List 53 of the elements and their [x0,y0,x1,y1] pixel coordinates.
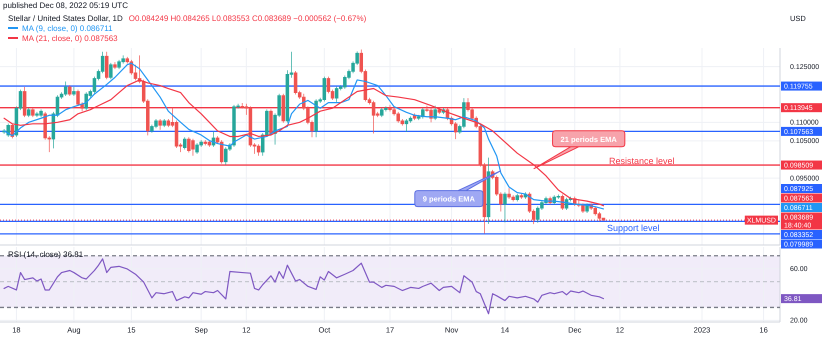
candlestick [26,107,30,118]
text: published Dec 08, 2022 05:19 UTC [3,1,128,10]
legend-label: MA (21, close, 0) 0.087563 [22,34,118,43]
legend-label: MA (9, close, 0) 0.086711 [22,24,114,33]
candlestick [158,118,162,130]
candlestick [294,70,298,95]
candlestick [162,118,166,128]
candlestick [39,108,43,118]
candlestick [507,188,511,200]
candlestick [224,146,228,166]
candlestick [191,138,195,156]
candlestick [104,51,108,80]
candlestick [486,157,490,224]
candlestick [581,203,585,214]
candlestick [232,104,236,148]
candlestick [396,112,400,124]
candlestick [109,62,113,80]
candlestick [380,107,384,118]
candlestick [256,144,260,156]
candlestick [220,140,224,164]
annotation: Support level [607,223,660,233]
candlestick [76,89,80,106]
candlestick [113,62,117,70]
candlestick [282,93,286,124]
candlestick [334,86,338,102]
candlestick [72,86,76,96]
candlestick [516,193,520,202]
candlestick [117,60,121,70]
candlestick [322,76,326,102]
candlestick [388,104,392,112]
chart-title: Stellar / United States Dollar, 1D [8,14,123,23]
candlestick [269,108,273,136]
chart-title: RSI (14, close) 36.81 [8,250,84,259]
candlestick [372,100,376,134]
candlestick [22,86,26,118]
candlestick [208,140,212,148]
candlestick [154,118,158,129]
candlestick [64,81,68,96]
candlestick [204,140,208,146]
text: O0.084249 H0.084265 L0.083553 C0.083689 −0.000562 (−0.67%) [128,14,367,23]
candlestick [187,136,191,153]
candlestick [598,212,602,222]
line-series [4,258,604,314]
annotation: Resistance level [609,156,675,166]
candlestick [520,193,524,200]
candlestick [31,107,35,118]
candlestick [182,136,186,150]
candlestick [35,112,39,118]
candlestick [195,142,199,154]
candlestick [404,118,408,132]
candlestick [314,98,318,138]
candlestick [68,84,72,96]
candlestick [503,192,507,223]
